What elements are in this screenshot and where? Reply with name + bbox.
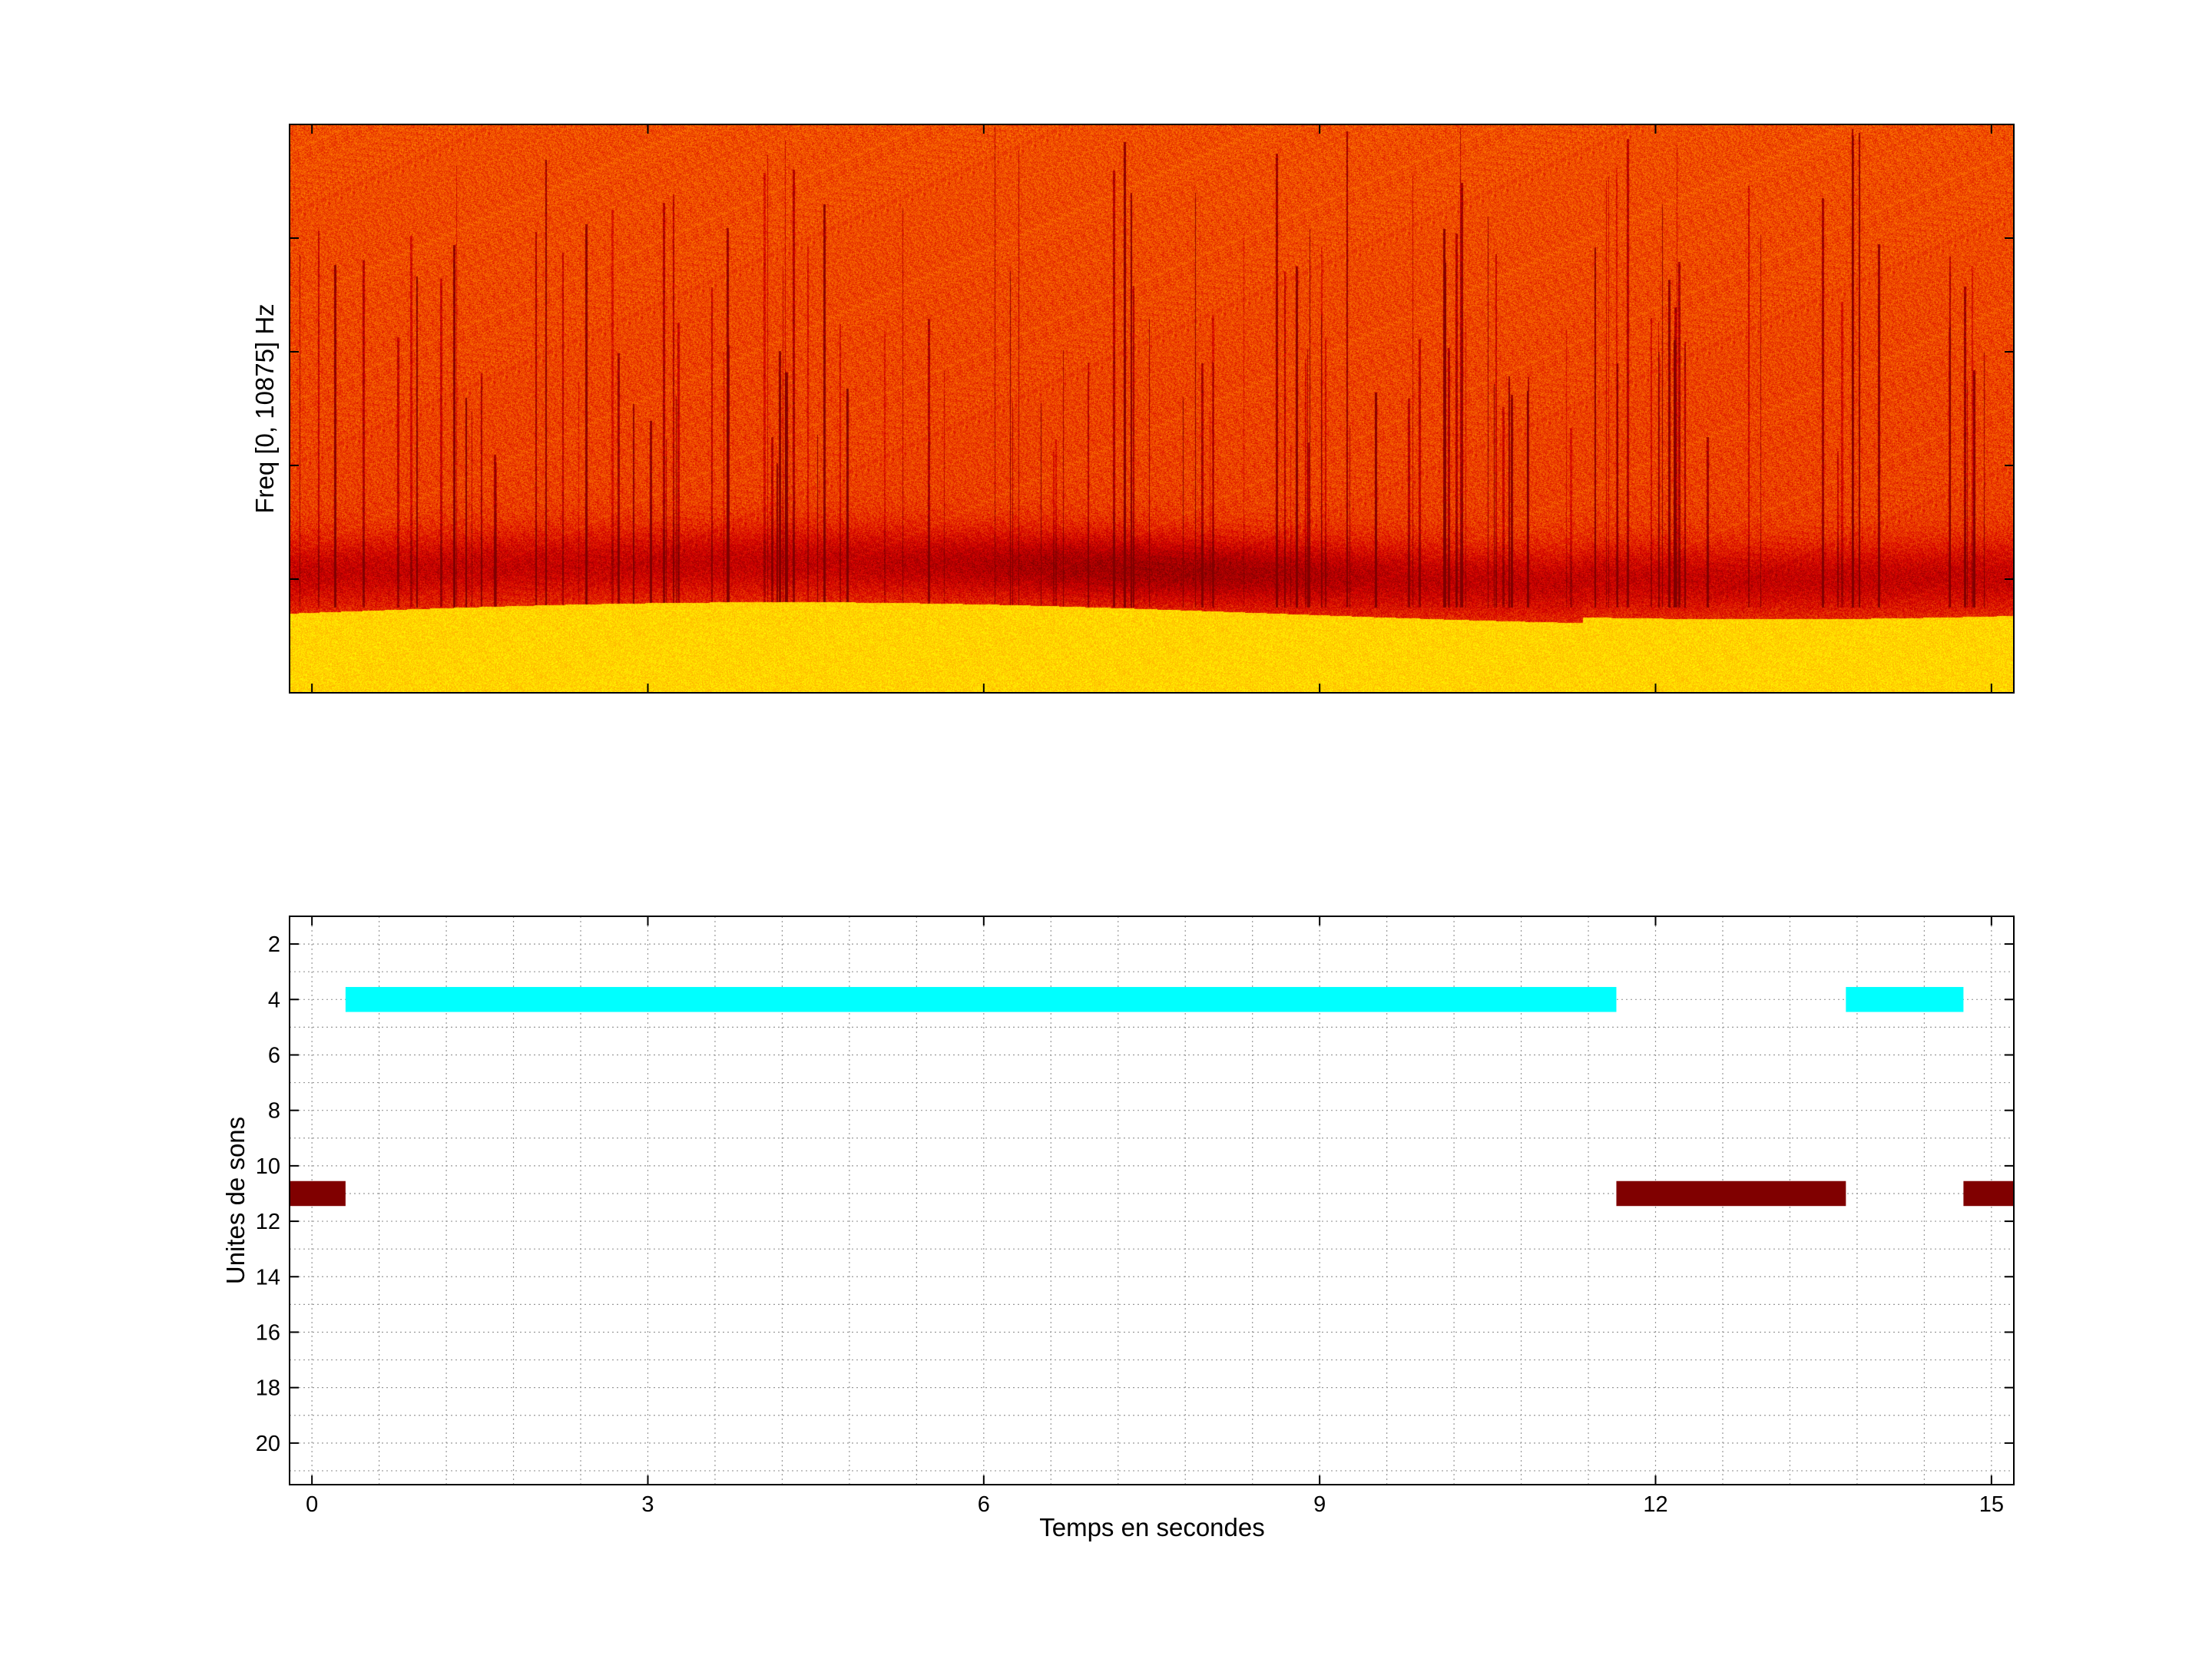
spectrogram-axes: Freq [0, 10875] Hz xyxy=(250,124,2015,694)
y-tick-label: 10 xyxy=(256,1154,280,1179)
segments-x-axis-label: Temps en secondes xyxy=(1039,1513,1265,1541)
x-tick-label: 12 xyxy=(1643,1492,1667,1517)
spectrogram-image xyxy=(290,124,2014,693)
y-tick-label: 18 xyxy=(256,1376,280,1401)
segments-ticks: 0 3 6 9 12 15 2 4 6 8 10 12 14 16 18 20 xyxy=(256,916,2014,1517)
spectrogram-y-axis-label: Freq [0, 10875] Hz xyxy=(250,303,279,513)
segments-frame xyxy=(289,916,2015,1485)
y-tick-label: 20 xyxy=(256,1432,280,1456)
segment-bar-unit-4-1 xyxy=(1846,987,1964,1012)
x-tick-label: 3 xyxy=(641,1492,654,1517)
x-tick-label: 0 xyxy=(306,1492,318,1517)
y-tick-label: 6 xyxy=(268,1043,280,1068)
segment-bar-unit-11-0 xyxy=(290,1181,346,1207)
y-tick-label: 12 xyxy=(256,1210,280,1234)
spectrogram-ticks xyxy=(290,124,2014,693)
x-tick-label: 6 xyxy=(978,1492,990,1517)
y-tick-label: 2 xyxy=(268,932,280,957)
y-tick-label: 4 xyxy=(268,988,280,1012)
segments-axes: 0 3 6 9 12 15 2 4 6 8 10 12 14 16 18 20 Temps en second… xyxy=(221,916,2015,1541)
y-tick-label: 14 xyxy=(256,1265,280,1290)
y-tick-label: 8 xyxy=(268,1099,280,1124)
segment-bar-unit-4-0 xyxy=(345,987,1617,1012)
spectrogram-image-container xyxy=(290,124,2014,693)
x-tick-label: 15 xyxy=(1979,1492,2004,1517)
segments-y-axis-label: Unites de sons xyxy=(221,1117,250,1284)
y-tick-label: 16 xyxy=(256,1320,280,1345)
segment-bar-unit-11-2 xyxy=(1963,1181,2014,1207)
x-tick-label: 9 xyxy=(1313,1492,1326,1517)
segments-bars xyxy=(290,987,2014,1207)
spectrogram-frame xyxy=(289,124,2015,694)
segment-bar-unit-11-1 xyxy=(1616,1181,1846,1207)
